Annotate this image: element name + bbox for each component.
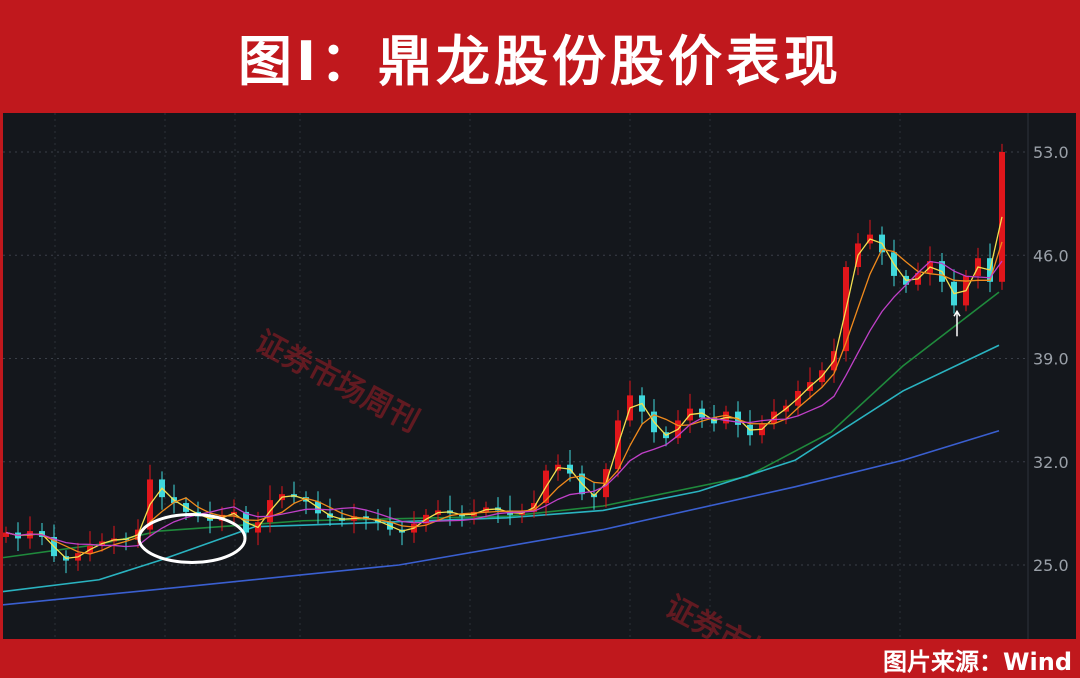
ma20-line xyxy=(5,260,1003,548)
candle-up xyxy=(999,152,1005,282)
y-tick-label: 46.0 xyxy=(1033,246,1069,265)
candle-up xyxy=(3,532,9,537)
y-tick-label: 39.0 xyxy=(1033,350,1069,369)
ma10-line xyxy=(5,241,1003,555)
ma5-line xyxy=(5,216,1003,560)
ma250-line xyxy=(3,430,1000,606)
y-tick-label: 53.0 xyxy=(1033,143,1069,162)
watermark-text: 证券市场周刊 xyxy=(249,324,424,439)
ma120-line xyxy=(3,344,1000,593)
y-tick-label: 25.0 xyxy=(1033,556,1069,575)
source-text: 图片来源：Wind xyxy=(883,647,1072,676)
stock-chart: 53.046.039.032.025.0证券市场周刊证券市场周刊 xyxy=(3,113,1076,639)
source-caption: 图片来源：Wind xyxy=(883,640,1072,678)
y-tick-label: 32.0 xyxy=(1033,453,1069,472)
arrow-head-icon xyxy=(953,309,961,317)
chart-title: 图I：鼎龙股份股价表现 xyxy=(237,30,843,93)
candlestick-chart: 53.046.039.032.025.0证券市场周刊证券市场周刊 xyxy=(3,113,1069,639)
highlight-ellipse xyxy=(137,512,247,564)
title-bar: 图I：鼎龙股份股价表现 xyxy=(0,0,1080,113)
watermark-text: 证券市场周刊 xyxy=(659,589,834,639)
